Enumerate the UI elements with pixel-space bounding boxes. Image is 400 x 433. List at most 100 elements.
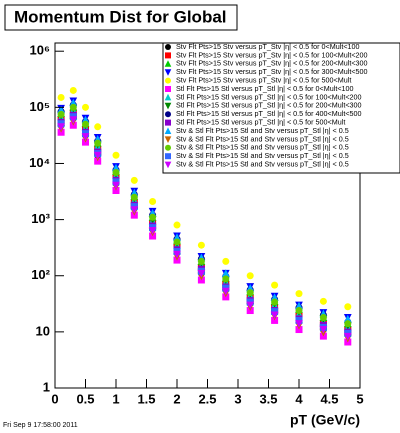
point — [81, 133, 90, 141]
legend-marker — [165, 52, 171, 59]
legend-marker — [165, 44, 171, 50]
point — [57, 110, 65, 118]
x-tick-label: 4.5 — [320, 391, 338, 406]
point — [270, 293, 279, 301]
point — [112, 163, 120, 172]
legend-label: Stv Flt Pts>15 Stv versus pT_Stv |η| < 0… — [176, 76, 351, 85]
point — [82, 103, 89, 111]
legend-label: Stv & Stl Flt Pts>15 Stl and Stv versus … — [176, 160, 349, 169]
point — [319, 297, 327, 305]
legend-label: Stv & Stl Flt Pts>15 Stl and Stv versus … — [176, 126, 349, 135]
legend-marker — [164, 93, 172, 101]
point — [173, 250, 181, 259]
point — [221, 269, 230, 277]
legend-label: Stl Flt Pts>15 Stl versus pT_Stl |η| < 0… — [176, 118, 345, 127]
legend-label: Stv Flt Pts>15 Stv versus pT_Stv |η| < 0… — [176, 42, 360, 51]
chart-title: Momentum Dist for Global — [14, 7, 227, 26]
point — [222, 257, 230, 265]
legend-label: Stl Flt Pts>15 Stl versus pT_Stl |η| < 0… — [176, 84, 354, 93]
point — [319, 326, 328, 334]
point — [93, 151, 102, 160]
point — [112, 151, 120, 159]
x-tick-label: 0 — [51, 391, 58, 406]
legend-marker — [164, 161, 172, 169]
legend-label: Stv Flt Pts>15 Stv versus pT_Stv |η| < 0… — [176, 59, 368, 68]
point — [82, 120, 89, 128]
point — [57, 93, 65, 101]
point — [343, 314, 352, 323]
point — [149, 213, 157, 221]
x-tick-label: 3 — [234, 391, 241, 406]
point — [148, 226, 157, 235]
point — [197, 257, 205, 265]
legend-label: Stv & Stl Flt Pts>15 Stl and Stv versus … — [176, 151, 349, 160]
legend-marker — [165, 77, 171, 84]
point — [222, 275, 230, 283]
point — [295, 307, 303, 315]
point — [57, 123, 65, 132]
point — [173, 238, 181, 246]
point — [295, 290, 303, 298]
legend-label: Stv Flt Pts>15 Stv versus pT_Stv |η| < 0… — [176, 67, 368, 76]
y-tick-label: 10⁶ — [30, 43, 50, 58]
point — [112, 169, 120, 177]
x-tick-label: 1.5 — [137, 391, 155, 406]
y-tick-label: 10⁴ — [29, 155, 50, 170]
y-tick-label: 10³ — [31, 211, 50, 226]
point — [69, 116, 78, 124]
legend-marker — [165, 144, 171, 151]
legend-marker — [164, 127, 172, 134]
x-tick-label: 0.5 — [76, 391, 94, 406]
point — [94, 123, 102, 131]
point — [271, 281, 279, 289]
point — [319, 314, 327, 322]
point — [246, 301, 255, 310]
x-tick-label: 2 — [173, 391, 180, 406]
point — [246, 272, 254, 280]
point — [197, 269, 206, 278]
point — [221, 287, 230, 296]
point — [343, 332, 352, 341]
marks — [57, 86, 352, 346]
legend-label: Stv & Stl Flt Pts>15 Stl and Stv versus … — [176, 134, 349, 143]
x-tick-label: 4 — [295, 391, 303, 406]
x-tick-label: 2.5 — [198, 391, 216, 406]
point — [295, 301, 303, 310]
y-tick-label: 1 — [43, 379, 50, 394]
legend-marker — [164, 60, 172, 67]
x-tick-label: 5 — [356, 391, 363, 406]
legend-marker — [164, 69, 172, 76]
legend: Stv Flt Pts>15 Stv versus pT_Stv |η| < 0… — [164, 42, 368, 169]
legend-marker — [165, 86, 171, 92]
point — [173, 221, 181, 229]
legend-marker — [164, 136, 172, 143]
x-tick-label: 3.5 — [259, 391, 277, 406]
point — [149, 198, 157, 206]
point — [130, 193, 138, 201]
y-tick-label: 10² — [31, 267, 50, 282]
point — [295, 320, 303, 328]
title-box — [4, 4, 238, 31]
legend-label: Stl Flt Pts>15 Stl versus pT_Stl |η| < 0… — [176, 92, 362, 101]
point — [270, 311, 279, 320]
legend-label: Stv Flt Pts>15 Stv versus pT_Stv |η| < 0… — [176, 50, 368, 59]
legend-marker — [165, 119, 171, 126]
legend-marker — [165, 111, 171, 118]
y-tick-label: 10⁵ — [29, 99, 50, 114]
x-axis-label: pT (GeV/c) — [290, 412, 360, 428]
y-tick-label: 10 — [36, 323, 50, 338]
point — [271, 298, 279, 306]
point — [344, 303, 352, 311]
point — [130, 206, 139, 214]
point — [69, 86, 77, 94]
point — [246, 289, 254, 297]
point — [69, 103, 77, 111]
legend-marker — [165, 153, 171, 160]
legend-label: Stv & Stl Flt Pts>15 Stl and Stv versus … — [176, 143, 349, 152]
point — [94, 139, 102, 147]
legend-marker — [164, 102, 172, 110]
footer: Fri Sep 9 17:58:00 2011 — [3, 422, 78, 429]
point — [130, 176, 138, 184]
